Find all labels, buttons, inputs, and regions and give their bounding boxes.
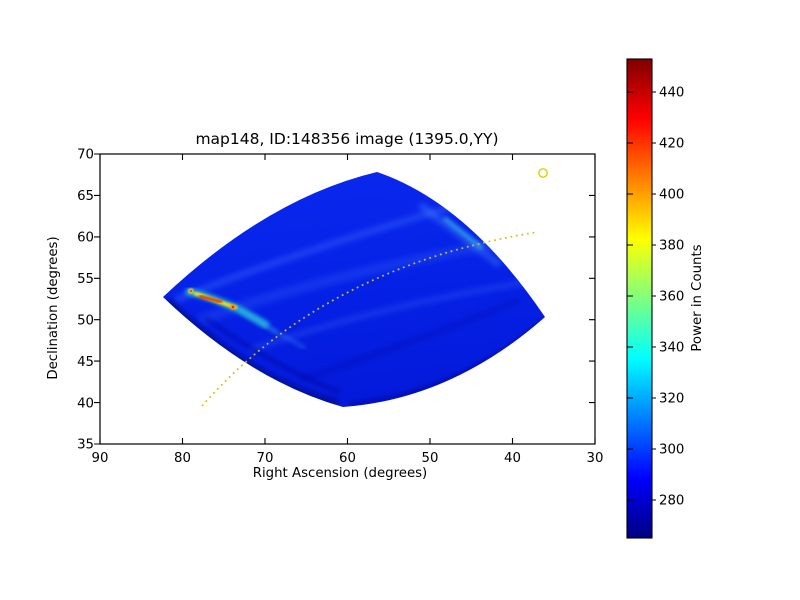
x-tick-label: 60 [339, 451, 356, 466]
bright-scan-stripe [442, 216, 484, 250]
y-tick-label: 45 [77, 355, 94, 370]
colorbar-axis-label: Power in Counts [690, 244, 705, 351]
sky-map-patch [163, 172, 545, 407]
streak-hotspot-core [189, 289, 193, 293]
streak-tail-faint [277, 331, 306, 350]
scan-stripe [417, 202, 503, 268]
y-tick-label: 40 [77, 396, 94, 411]
x-tick-label: 30 [587, 451, 604, 466]
x-axis-bottom-ticks [99, 438, 596, 444]
plot-title: map148, ID:148356 image (1395.0,YY) [195, 130, 498, 148]
x-tick-label: 90 [92, 451, 109, 466]
y-tick-label: 55 [77, 272, 94, 287]
streak-red-core [198, 294, 223, 304]
circle-marker [538, 168, 548, 178]
colorbar-tick-label: 320 [659, 392, 684, 407]
y-tick-label: 35 [77, 438, 94, 453]
colorbar-tick-label: 440 [659, 86, 684, 101]
dark-edge-band [203, 316, 341, 394]
dotted-track-overlay [201, 231, 539, 407]
y-axis-label: Declination (degrees) [46, 236, 61, 379]
x-tick-label: 40 [504, 451, 521, 466]
y-axis-left-ticks [94, 153, 100, 445]
streak-orange-blob-core [231, 305, 235, 309]
colorbar: 440 420 400 380 360 340 320 300 280 Powe… [626, 58, 705, 539]
x-tick-label: 50 [422, 451, 439, 466]
scan-stripe [249, 277, 541, 353]
y-tick-label: 70 [77, 148, 94, 163]
y-tick-label: 50 [77, 313, 94, 328]
x-tick-label: 70 [257, 451, 274, 466]
colorbar-left-ticks [627, 91, 633, 501]
bright-emission-streak [185, 287, 306, 350]
dark-scan-stripe [299, 297, 522, 383]
dark-edge-band [164, 297, 339, 407]
colorbar-gradient [626, 58, 653, 539]
colorbar-tick-label: 380 [659, 239, 684, 254]
streak-tail [239, 309, 279, 335]
colorbar-tick-label: 400 [659, 188, 684, 203]
x-axis-label: Right Ascension (degrees) [253, 466, 428, 481]
colorbar-tick-label: 360 [659, 290, 684, 305]
y-tick-label: 60 [77, 231, 94, 246]
y-axis-right-ticks [589, 153, 595, 445]
y-tick-label: 65 [77, 189, 94, 204]
sky-map-detail [164, 202, 545, 407]
colorbar-tick-label: 420 [659, 137, 684, 152]
colorbar-tick-label: 300 [659, 443, 684, 458]
scan-stripe [173, 202, 461, 303]
colorbar-right-ticks [652, 91, 656, 501]
x-axis-top-ticks [99, 154, 596, 160]
x-tick-label: 80 [174, 451, 191, 466]
colorbar-tick-label: 280 [659, 494, 684, 509]
colorbar-tick-label: 340 [659, 341, 684, 356]
